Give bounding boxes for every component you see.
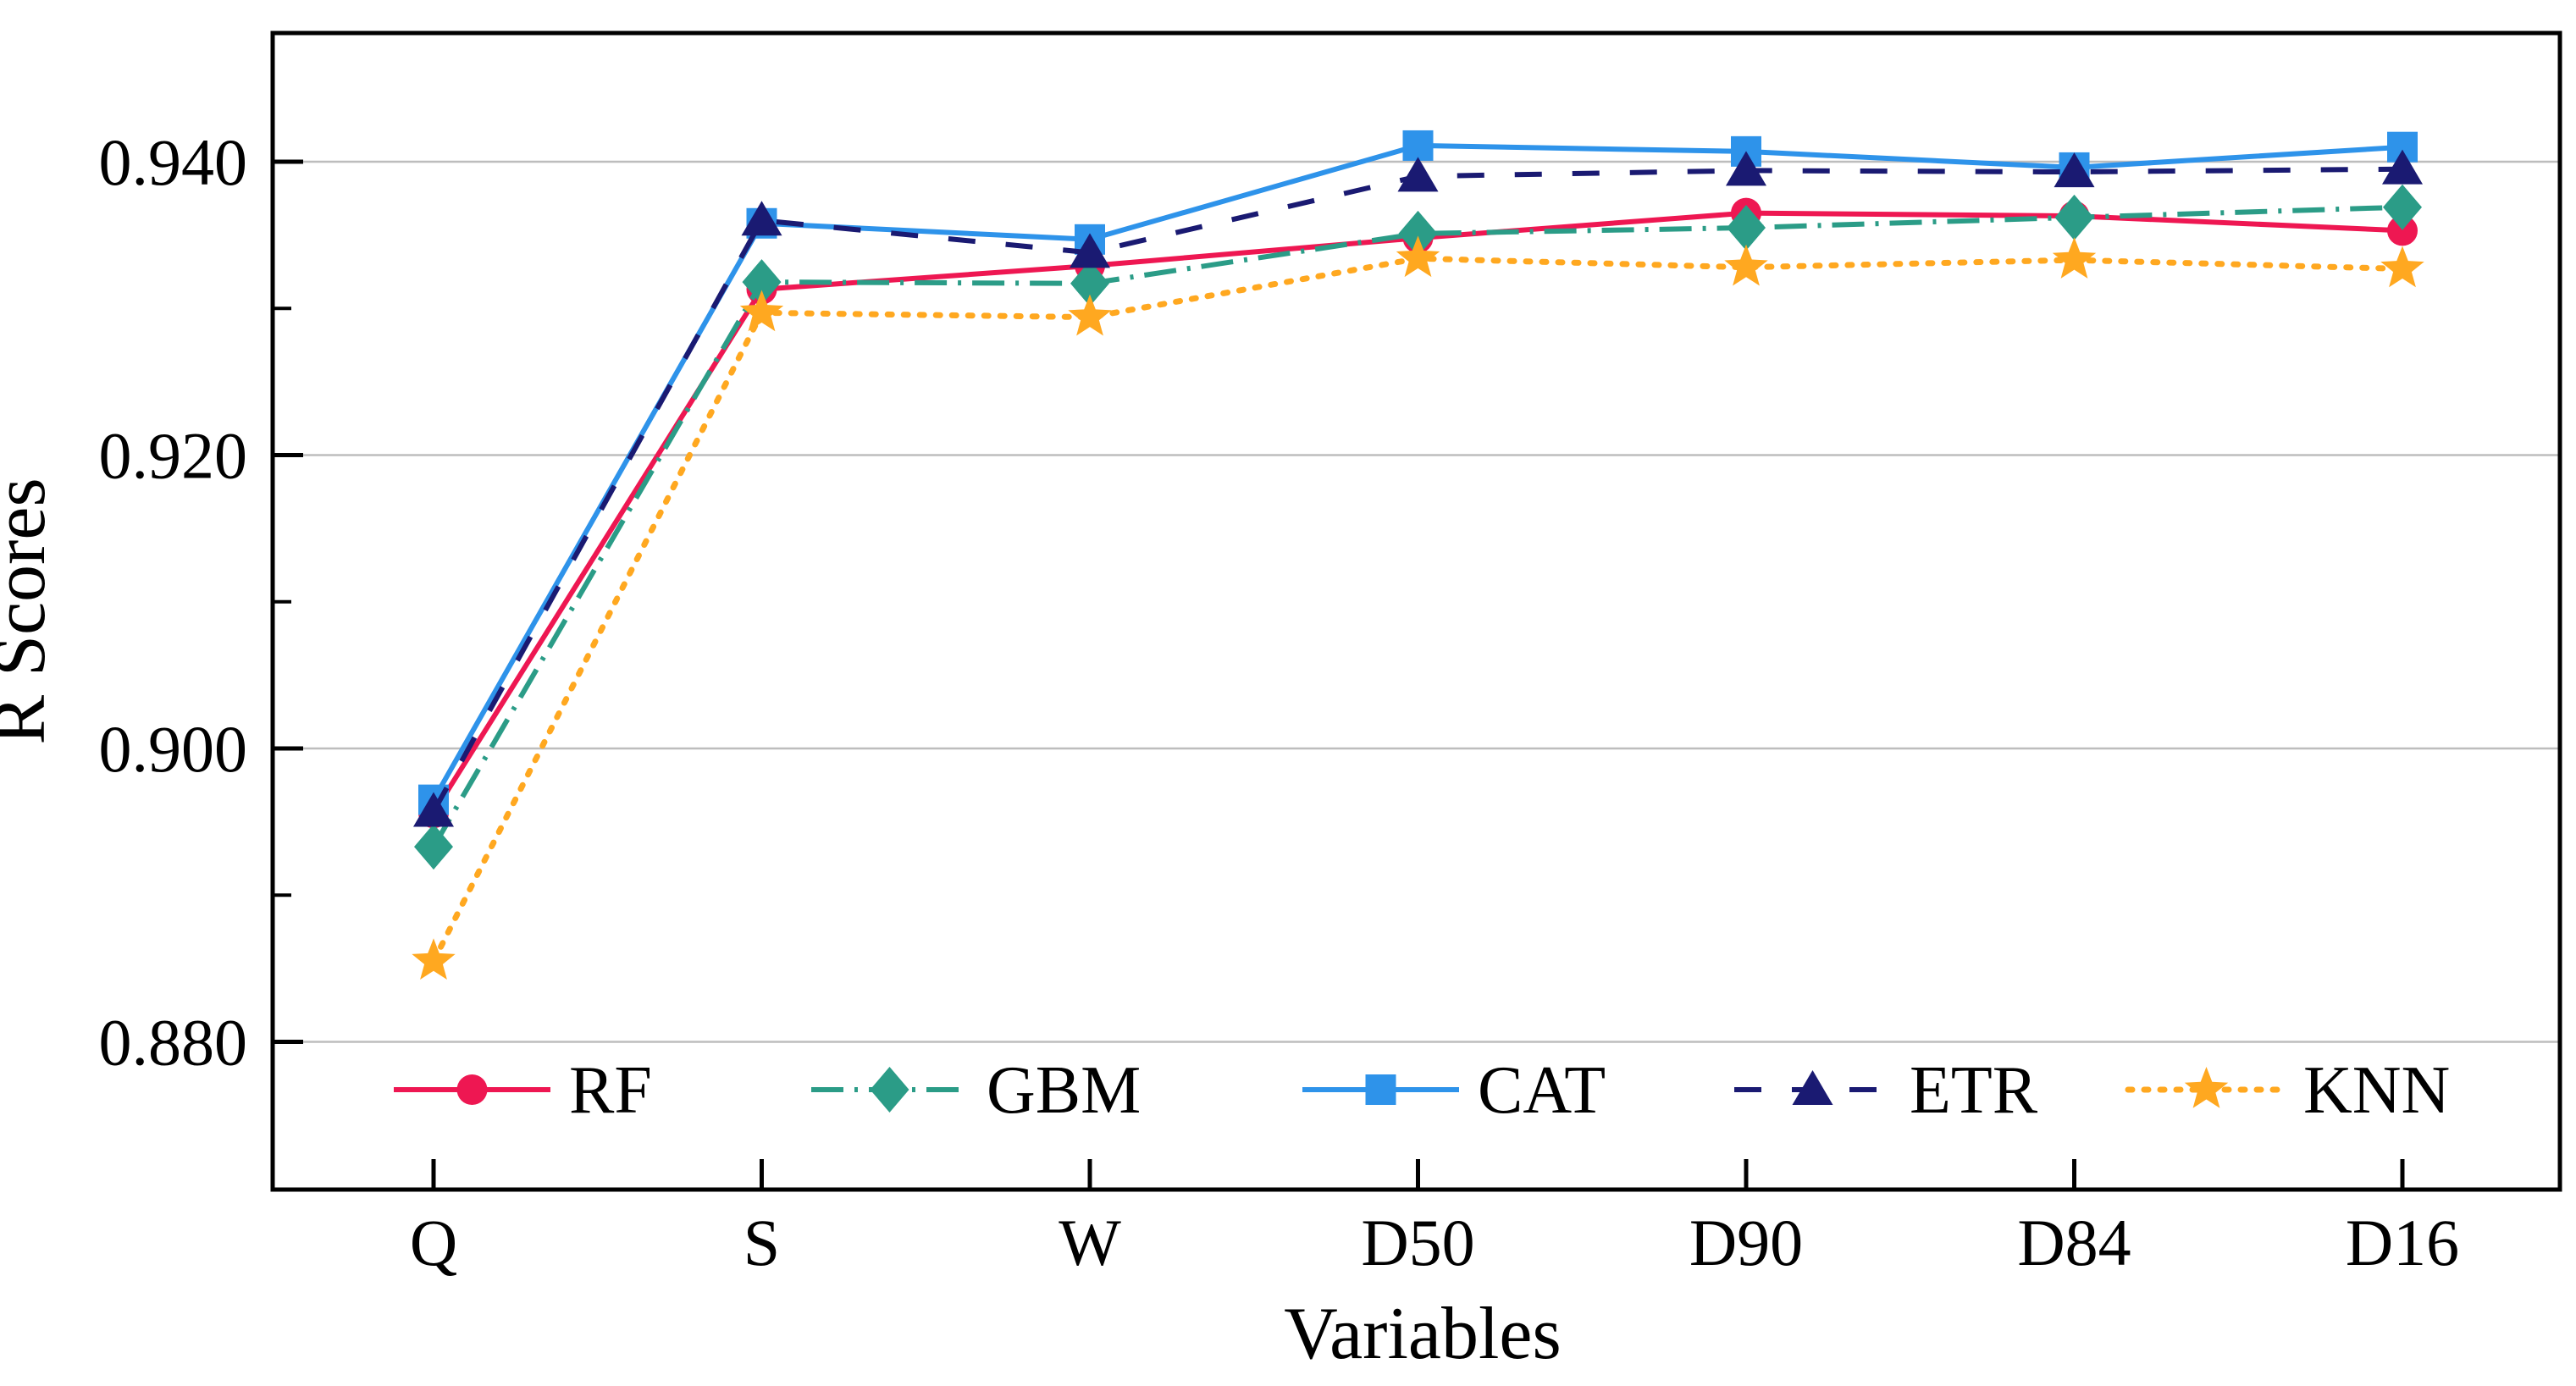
y-tick-label-0.900: 0.900 xyxy=(99,712,248,786)
legend-label-GBM: GBM xyxy=(987,1053,1141,1128)
x-tick-label-Q: Q xyxy=(410,1206,457,1279)
series-line-GBM xyxy=(431,204,2403,848)
marker-KNN-D16 xyxy=(2380,246,2424,288)
marker-GBM-Q xyxy=(414,824,453,870)
marker-KNN-W xyxy=(1068,294,1112,336)
marker-KNN-Q xyxy=(412,938,456,980)
marker-GBM-W xyxy=(1070,260,1109,306)
legend-label-RF: RF xyxy=(569,1053,652,1128)
marker-RF-D16 xyxy=(2387,215,2418,246)
y-tick-label-0.940: 0.940 xyxy=(99,125,248,199)
marker-KNN-D84 xyxy=(2052,237,2097,279)
legend-label-ETR: ETR xyxy=(1910,1053,2038,1128)
legend-layer: RF GBM CAT ETR KNN xyxy=(394,1053,2450,1128)
legend-marker-KNN xyxy=(2184,1067,2229,1108)
series-line-RF xyxy=(431,210,2403,814)
y-axis-title: R Scores xyxy=(0,478,61,744)
legend-item-KNN: KNN xyxy=(2125,1053,2450,1128)
marker-ETR-Q xyxy=(413,792,454,827)
legend-marker-RF xyxy=(456,1074,488,1105)
plot-border xyxy=(270,30,2562,1192)
marker-CAT-D50 xyxy=(1402,130,1434,161)
marker-ETR-D84 xyxy=(2054,152,2095,188)
marker-ETR-S xyxy=(741,201,782,236)
legend-item-ETR: ETR xyxy=(1734,1053,2038,1128)
legend-item-GBM: GBM xyxy=(811,1053,1141,1128)
marker-GBM-S xyxy=(742,259,782,306)
marker-GBM-D84 xyxy=(2054,194,2094,240)
marker-ETR-W xyxy=(1070,233,1110,268)
x-tick-label-W: W xyxy=(1059,1206,1121,1279)
marker-ETR-D16 xyxy=(2382,149,2423,185)
legend-marker-CAT xyxy=(1365,1074,1396,1105)
legend-marker-ETR xyxy=(1792,1070,1833,1105)
x-tick-label-S: S xyxy=(744,1206,780,1279)
marker-KNN-D90 xyxy=(1724,244,1768,286)
marker-ETR-D90 xyxy=(1726,151,1766,186)
x-axis-title: Variables xyxy=(1284,1293,1561,1375)
x-tick-label-D50: D50 xyxy=(1361,1206,1474,1279)
axes-layer: 0.880 0.900 0.920 0.940 Q S W D50 D90 D84 D16 xyxy=(99,30,2562,1279)
series-line-KNN xyxy=(430,255,2406,964)
legend-label-KNN: KNN xyxy=(2303,1053,2450,1128)
legend-marker-GBM xyxy=(870,1067,909,1113)
marker-ETR-D50 xyxy=(1397,157,1439,192)
marker-KNN-D50 xyxy=(1396,235,1440,278)
marker-KNN-S xyxy=(739,290,784,332)
x-tick-label-D16: D16 xyxy=(2346,1206,2459,1279)
marker-GBM-D50 xyxy=(1398,210,1438,257)
marker-GBM-D90 xyxy=(1727,204,1766,251)
legend-label-CAT: CAT xyxy=(1478,1053,1606,1128)
marker-GBM-D16 xyxy=(2383,184,2422,230)
x-tick-label-D90: D90 xyxy=(1689,1206,1803,1279)
legend-item-RF: RF xyxy=(394,1053,652,1128)
x-tick-label-D84: D84 xyxy=(2017,1206,2131,1279)
y-tick-label-0.920: 0.920 xyxy=(99,419,248,493)
legend-item-CAT: CAT xyxy=(1302,1053,1606,1128)
series-layer xyxy=(412,130,2424,980)
y-tick-label-0.880: 0.880 xyxy=(99,1006,248,1080)
